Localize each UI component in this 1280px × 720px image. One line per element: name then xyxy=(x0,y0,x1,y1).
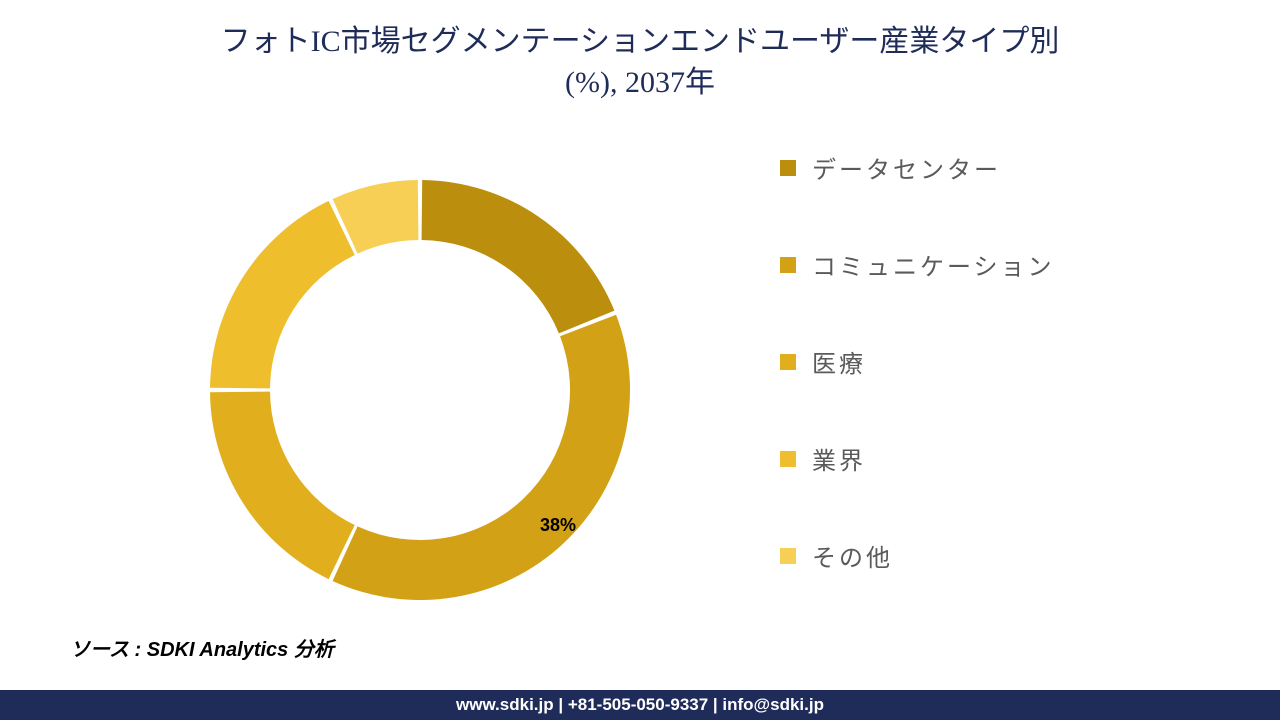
legend-item: その他 xyxy=(780,538,1200,573)
legend-swatch xyxy=(780,257,796,273)
legend-label: 医療 xyxy=(812,344,866,379)
legend-swatch xyxy=(780,548,796,564)
source-text: ソース : SDKI Analytics 分析 xyxy=(70,633,334,662)
legend-item: コミュニケーション xyxy=(780,247,1200,282)
title-line-2: (%), 2037年 xyxy=(0,63,1280,104)
donut-chart: 38% xyxy=(170,140,670,640)
page-root: フォトIC市場セグメンテーションエンドユーザー産業タイプ別 (%), 2037年… xyxy=(0,0,1280,720)
title-line-1: フォトIC市場セグメンテーションエンドユーザー産業タイプ別 xyxy=(0,22,1280,63)
legend-label: 業界 xyxy=(812,441,866,476)
legend-swatch xyxy=(780,160,796,176)
legend-item: データセンター xyxy=(780,150,1200,185)
legend-item: 業界 xyxy=(780,441,1200,476)
content-area: 38% データセンターコミュニケーション医療業界その他 xyxy=(0,140,1280,640)
donut-svg xyxy=(170,140,670,640)
legend-swatch xyxy=(780,354,796,370)
legend-swatch xyxy=(780,451,796,467)
footer-text: www.sdki.jp | +81-505-050-9337 | info@sd… xyxy=(456,695,824,714)
legend-label: その他 xyxy=(812,538,893,573)
legend-item: 医療 xyxy=(780,344,1200,379)
donut-slice xyxy=(210,392,355,579)
legend-label: データセンター xyxy=(812,150,1001,185)
donut-slice xyxy=(333,315,630,600)
donut-slice xyxy=(210,201,355,388)
donut-slice xyxy=(422,180,615,333)
legend: データセンターコミュニケーション医療業界その他 xyxy=(780,150,1200,635)
footer-bar: www.sdki.jp | +81-505-050-9337 | info@sd… xyxy=(0,690,1280,720)
legend-label: コミュニケーション xyxy=(812,247,1055,282)
slice-value-label: 38% xyxy=(540,515,576,536)
chart-title: フォトIC市場セグメンテーションエンドユーザー産業タイプ別 (%), 2037年 xyxy=(0,0,1280,103)
